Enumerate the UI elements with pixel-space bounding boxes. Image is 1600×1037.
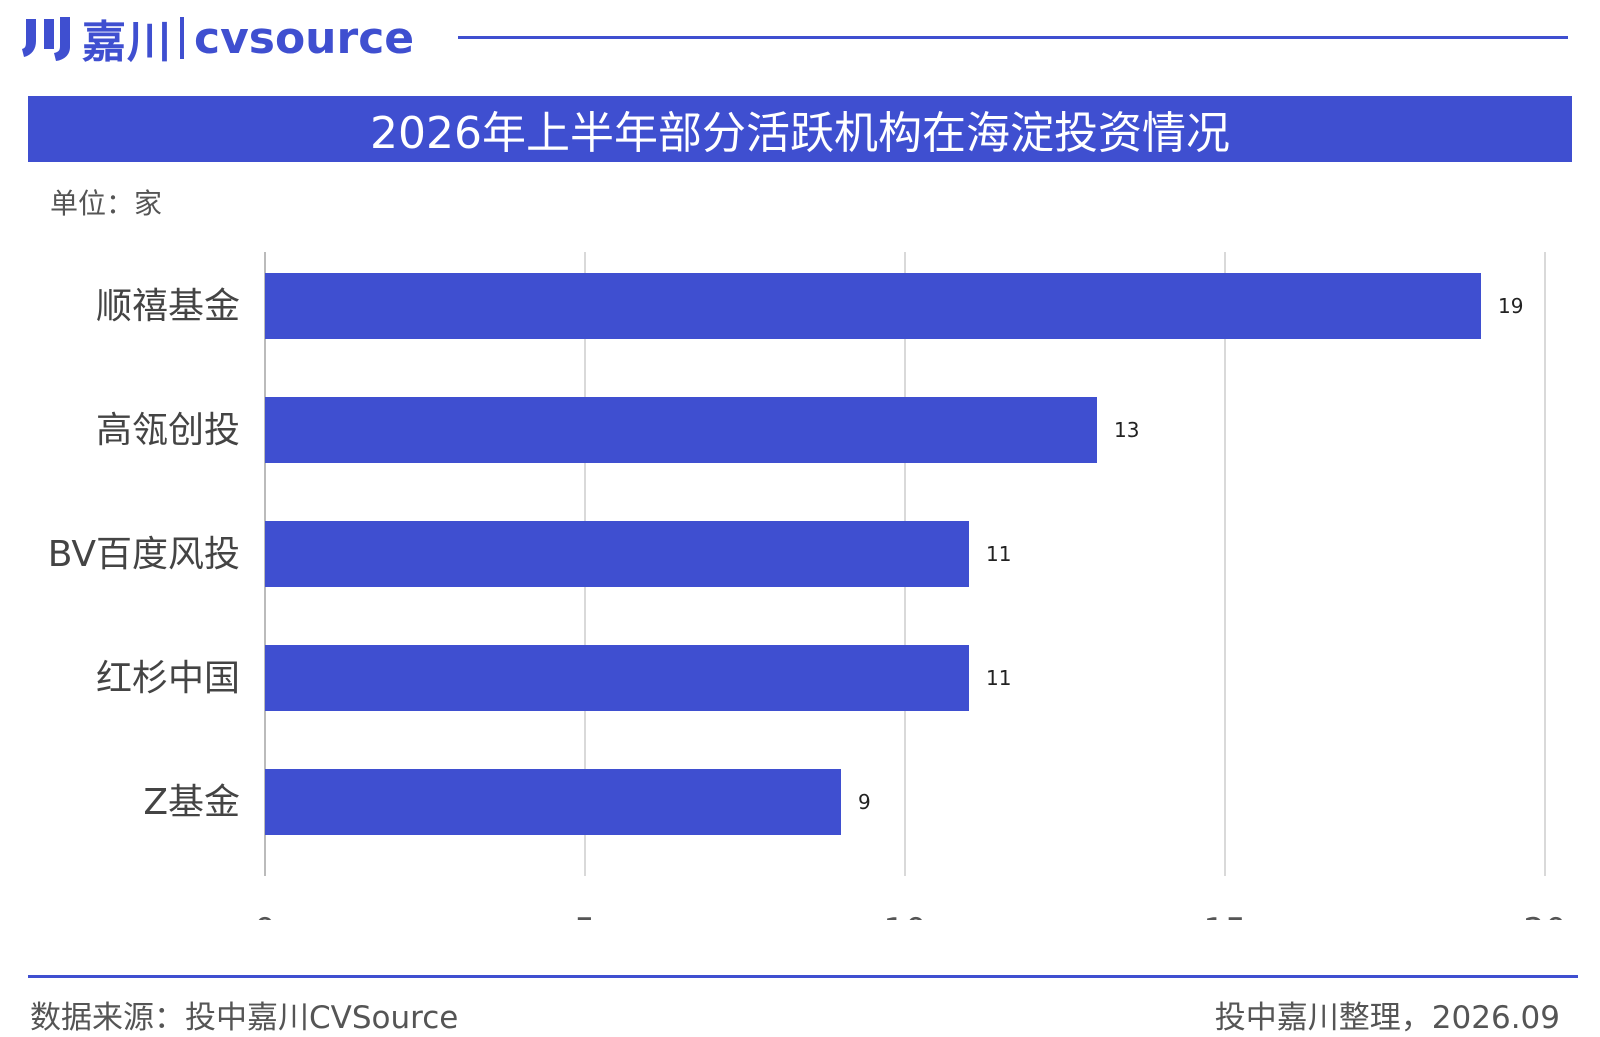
bar <box>265 645 969 711</box>
brand-name-cn: 嘉川 <box>82 17 172 68</box>
data-label: 11 <box>986 666 1011 690</box>
x-tick-label: 0 <box>254 911 276 920</box>
bar <box>265 397 1097 463</box>
x-tick-label: 10 <box>883 911 926 920</box>
x-tick-label: 20 <box>1523 911 1566 920</box>
bar-chart: 0 5 10 15 20 顺禧基金 19 高瓴创投 13 BV百度风投 11 红杉中国 11 Z基金 9 <box>48 252 1567 920</box>
category-label: 顺禧基金 <box>96 286 240 327</box>
brand-logo: 嘉川 cvsource <box>22 8 414 68</box>
bar <box>265 273 1481 339</box>
data-source: 数据来源：投中嘉川CVSource <box>30 1000 459 1036</box>
x-tick-label: 15 <box>1203 911 1246 920</box>
header-rule <box>458 36 1568 39</box>
data-label: 13 <box>1114 418 1139 442</box>
chart-title: 2026年上半年部分活跃机构在海淀投资情况 <box>28 96 1572 162</box>
bar <box>265 769 841 835</box>
brand-name-en: cvsource <box>194 12 415 64</box>
credit-date: 投中嘉川整理，2026.09 <box>1214 1000 1560 1036</box>
footer-rule <box>28 975 1578 978</box>
data-label: 19 <box>1498 294 1523 318</box>
x-tick-label: 5 <box>574 911 596 920</box>
data-label: 9 <box>858 790 871 814</box>
unit-label: 单位：家 <box>50 187 163 220</box>
brand-separator <box>180 17 184 59</box>
category-label: 红杉中国 <box>96 658 240 699</box>
bar <box>265 521 969 587</box>
category-label: BV百度风投 <box>48 534 240 575</box>
data-label: 11 <box>986 542 1011 566</box>
cvsource-logo-icon <box>22 17 70 61</box>
category-label: Z基金 <box>143 782 240 823</box>
category-label: 高瓴创投 <box>96 410 240 451</box>
